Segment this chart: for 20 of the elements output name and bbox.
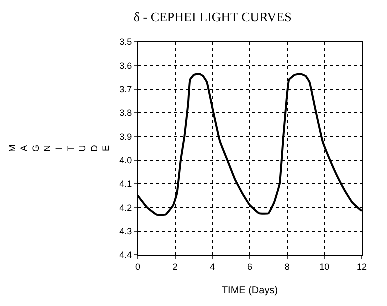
- x-tick-label: 10: [320, 262, 330, 272]
- x-tick-label: 6: [247, 262, 253, 272]
- y-tick-label: 4.3: [120, 226, 132, 236]
- x-tick-label: 4: [210, 262, 216, 272]
- y-tick-label: 3.6: [120, 60, 132, 71]
- x-tick-label: 2: [172, 262, 178, 272]
- y-tick-label: 4.2: [120, 202, 132, 213]
- x-tick-label: 12: [356, 262, 368, 272]
- text: MAGNITUDE: [7, 144, 112, 152]
- chart-title: δ - CEPHEI LIGHT CURVES: [134, 9, 292, 24]
- y-tick-label: 4.4: [120, 250, 132, 260]
- y-tick-label: 3.8: [120, 108, 132, 118]
- x-axis-title: TIME (Days): [222, 285, 278, 296]
- x-tick-label: 0: [135, 262, 141, 272]
- y-tick-label: 4.1: [120, 179, 132, 190]
- y-tick-label: 4.0: [120, 155, 132, 166]
- y-tick-label: 3.9: [120, 132, 132, 142]
- x-tick-label: 8: [284, 262, 290, 272]
- y-tick-label: 3.7: [120, 84, 132, 94]
- y-tick-label: 3.5: [120, 37, 132, 48]
